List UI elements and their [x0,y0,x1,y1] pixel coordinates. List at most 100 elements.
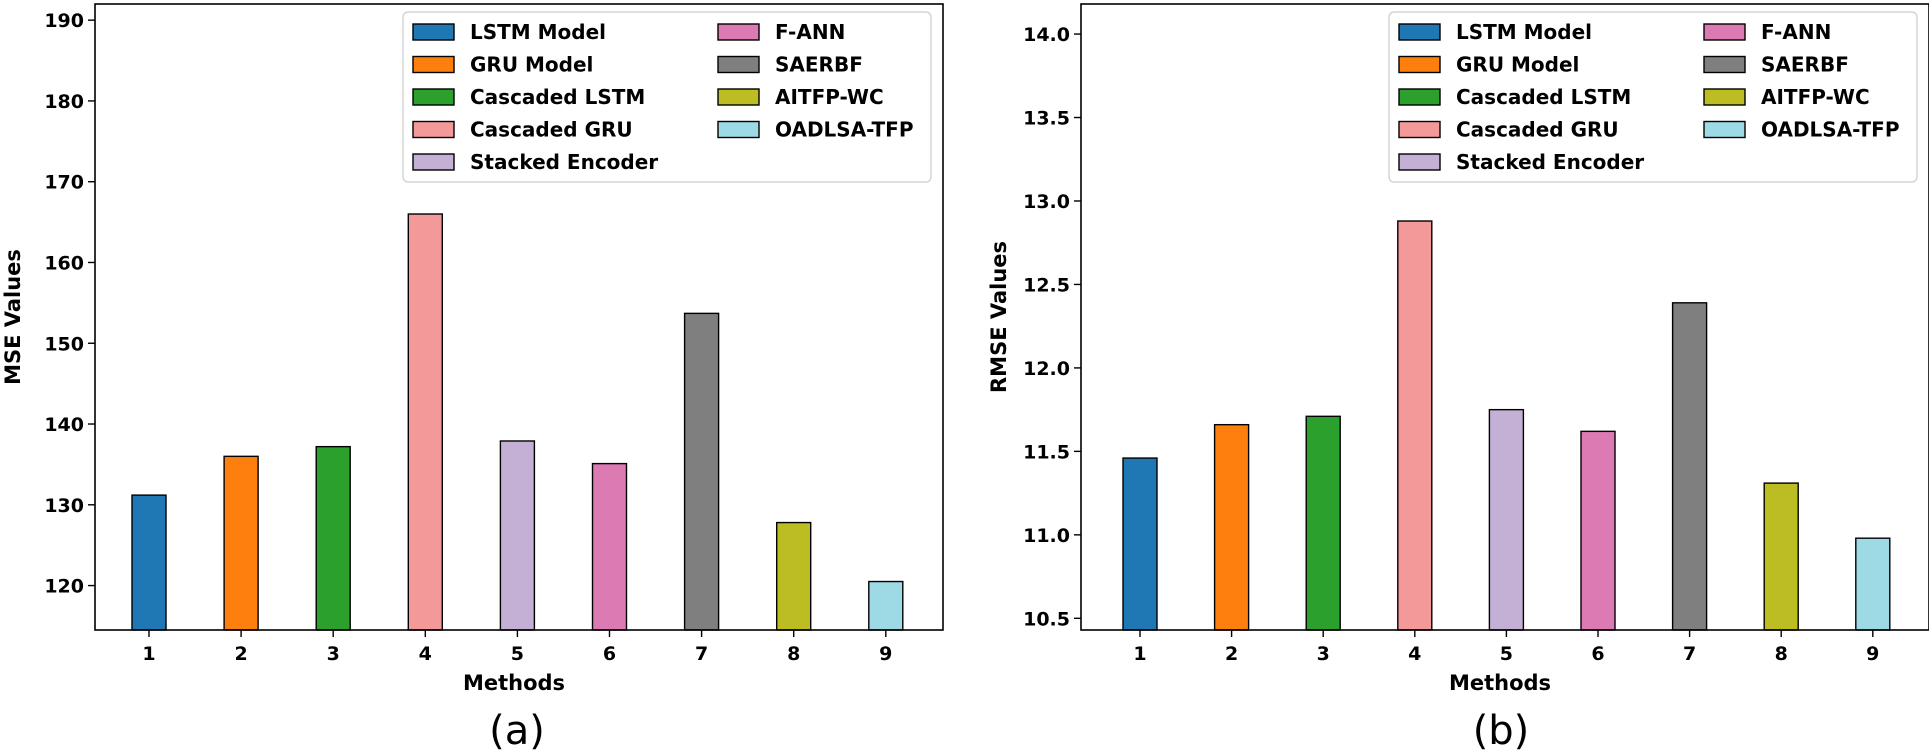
legend-swatch [1398,153,1441,171]
legend-swatch [1703,55,1746,74]
bar-method-1 [1122,457,1158,631]
legend-label: GRU Model [1456,53,1579,77]
bar-method-9 [1855,537,1891,631]
legend-label: OADLSA-TFP [775,118,914,142]
bar-method-7 [683,312,720,631]
legend-label: LSTM Model [1456,20,1592,44]
bar-method-4 [1397,220,1433,631]
y-tick-label: 12.5 [1023,274,1070,296]
y-tick-label: 180 [44,91,84,113]
legend-label: SAERBF [1761,53,1849,77]
legend-label: Cascaded LSTM [470,85,645,109]
y-axis-label: RMSE Values [987,241,1011,393]
x-tick-label: 4 [419,643,432,665]
bar-method-5 [499,440,536,631]
legend-swatch [412,88,455,106]
bar-method-2 [223,455,259,631]
y-tick-label: 130 [44,495,84,517]
legend-label: Cascaded LSTM [1456,85,1631,109]
legend-label: SAERBF [775,53,863,77]
bar-method-7 [1671,302,1708,631]
y-tick-label: 170 [44,172,84,194]
x-tick-label: 1 [1133,643,1146,665]
bar-method-9 [868,580,904,631]
y-tick-label: 160 [44,252,84,274]
legend: LSTM Model GRU Model Cascaded LSTM Cascaded… [402,11,932,183]
legend-label: OADLSA-TFP [1761,118,1900,142]
legend-swatch [1703,88,1746,106]
x-tick-label: 5 [1500,643,1513,665]
legend-label: Stacked Encoder [1456,150,1644,174]
x-tick-label: 6 [603,643,616,665]
legend-label: AITFP-WC [1761,85,1870,109]
legend-label: F-ANN [1761,20,1831,44]
y-tick-label: 14.0 [1023,24,1070,46]
bar-method-3 [1305,415,1341,631]
x-tick-label: 7 [695,643,708,665]
legend-swatch [1398,88,1441,106]
y-tick-label: 11.5 [1023,441,1070,463]
legend-swatch [717,88,760,106]
legend-swatch [1398,120,1441,139]
legend: LSTM Model GRU Model Cascaded LSTM Cascaded… [1388,11,1918,183]
legend-swatch [412,153,455,171]
plot-frame [1080,3,1929,631]
panel-caption: (b) [1473,708,1530,754]
chart-panel-2: 10.5 11.0 11.5 12.0 12.5 13.0 13.5 14.0 1 2 3 4 5 6 7 8… [987,3,1929,754]
x-axis-label: Methods [463,671,565,695]
legend-label: AITFP-WC [775,85,884,109]
bar-method-1 [131,494,167,631]
bar-method-3 [315,445,351,631]
y-axis-label: MSE Values [1,249,25,385]
bar-method-6 [1580,430,1616,631]
bar-method-5 [1488,408,1525,631]
legend-box [402,11,932,183]
x-tick-label: 4 [1408,643,1421,665]
legend-swatch [1398,55,1441,74]
chart-panel-1: 120 130 140 150 160 170 180 190 1 2 3 4 5 6 7 8 9 Methods… [1,3,944,754]
y-tick-label: 120 [44,576,84,598]
legend-swatch [717,55,760,74]
x-tick-label: 9 [879,643,892,665]
legend-label: GRU Model [470,53,593,77]
x-tick-label: 2 [1225,643,1238,665]
legend-label: Stacked Encoder [470,150,658,174]
x-tick-label: 1 [142,643,155,665]
y-tick-label: 11.0 [1023,525,1070,547]
legend-swatch [1398,23,1441,41]
plot-frame [94,3,944,631]
y-tick-label: 140 [44,414,84,436]
y-tick-label: 10.5 [1023,608,1070,630]
x-tick-label: 8 [787,643,800,665]
x-tick-label: 5 [511,643,524,665]
legend-swatch [412,120,455,139]
legend-swatch [717,23,760,41]
legend-label: Cascaded GRU [1456,118,1619,142]
x-tick-label: 3 [327,643,340,665]
x-axis-label: Methods [1449,671,1551,695]
bar-method-6 [591,462,628,631]
legend-label: Cascaded GRU [470,118,633,142]
legend-swatch [412,23,455,41]
bar-method-8 [776,521,812,631]
y-tick-label: 190 [44,10,84,32]
y-tick-label: 150 [44,333,84,355]
x-tick-label: 3 [1317,643,1330,665]
bar-method-4 [407,213,443,631]
legend-label: F-ANN [775,20,845,44]
y-tick-label: 13.5 [1023,108,1070,130]
x-tick-label: 2 [234,643,247,665]
legend-swatch [1703,120,1746,139]
bar-method-2 [1213,423,1250,631]
legend-box [1388,11,1918,183]
x-tick-label: 8 [1775,643,1788,665]
bar-method-8 [1763,482,1799,631]
y-tick-label: 12.0 [1023,358,1070,380]
legend-swatch [412,55,455,74]
x-tick-label: 9 [1866,643,1879,665]
legend-swatch [717,120,760,139]
legend-swatch [1703,23,1746,41]
y-tick-label: 13.0 [1023,191,1070,213]
x-tick-label: 6 [1591,643,1604,665]
